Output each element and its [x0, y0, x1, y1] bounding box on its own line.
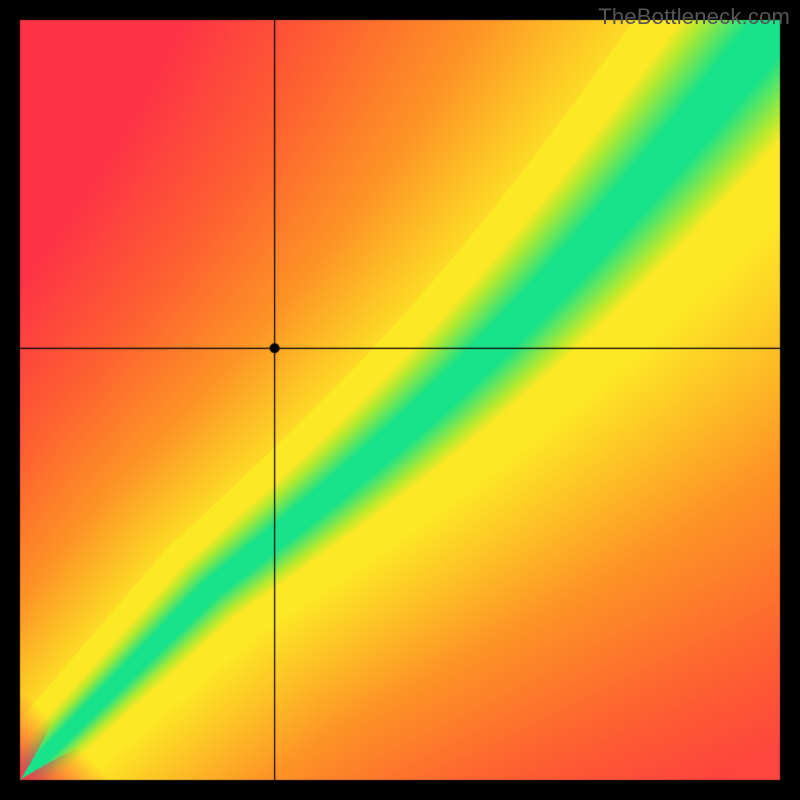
bottleneck-heatmap: [0, 0, 800, 800]
chart-container: TheBottleneck.com: [0, 0, 800, 800]
watermark: TheBottleneck.com: [598, 4, 790, 30]
